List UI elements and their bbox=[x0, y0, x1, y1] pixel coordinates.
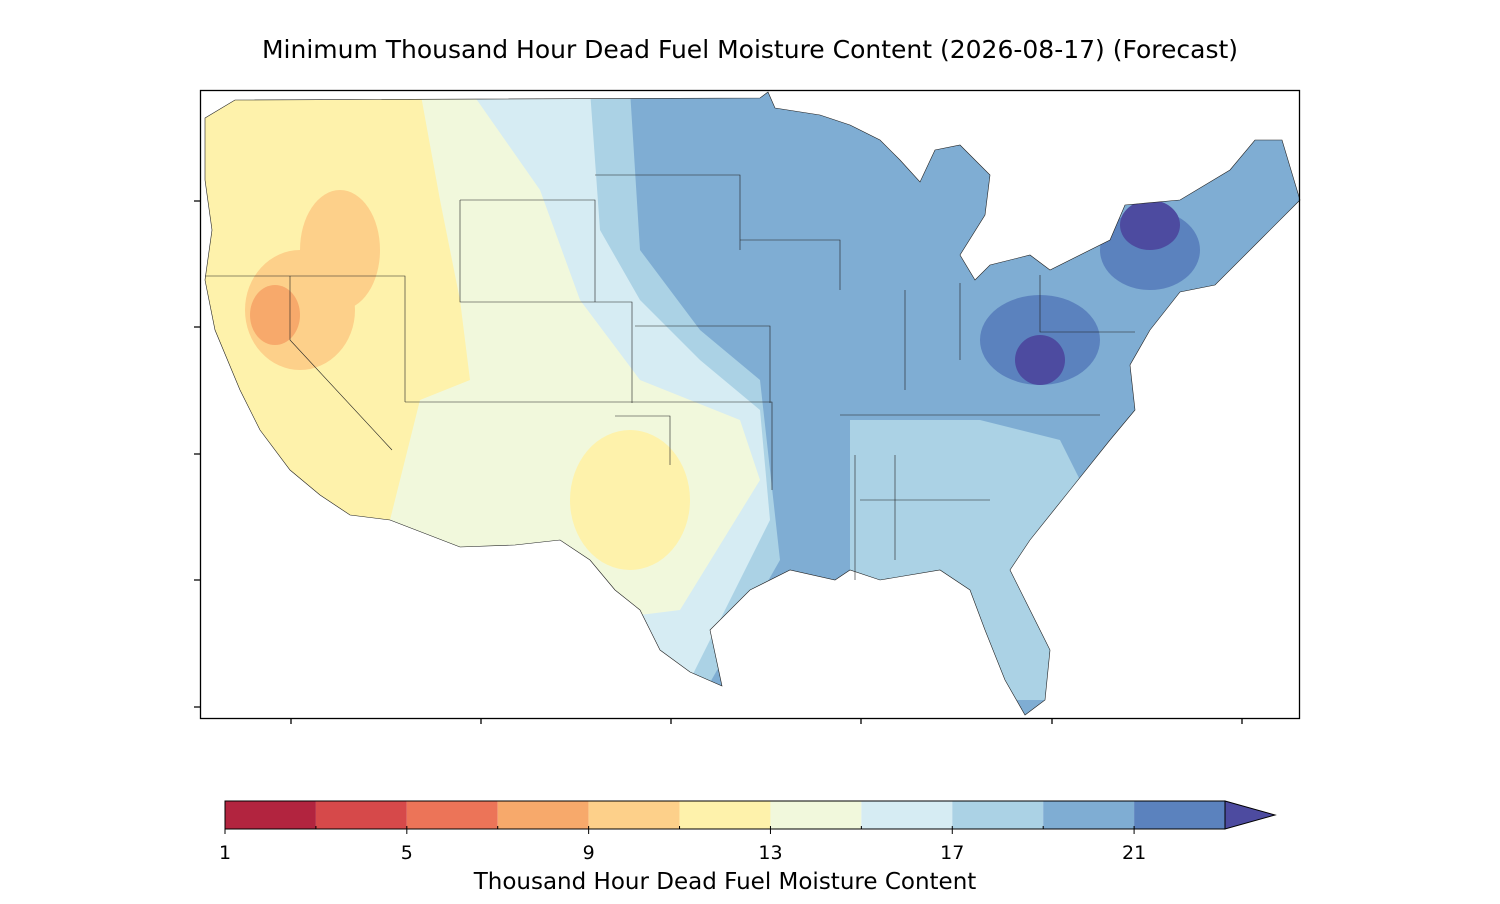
extend-arrow bbox=[1224, 800, 1277, 830]
map-fill bbox=[205, 92, 1300, 715]
tick-label: 13 bbox=[758, 842, 782, 864]
colorbar-label: Thousand Hour Dead Fuel Moisture Content bbox=[473, 869, 977, 895]
color-bin bbox=[1043, 801, 1135, 829]
title: Minimum Thousand Hour Dead Fuel Moisture… bbox=[262, 35, 1238, 64]
colorbar-frame bbox=[224, 800, 1226, 830]
color-bin bbox=[770, 801, 862, 829]
tick-label: 21 bbox=[1122, 842, 1146, 864]
map-frame bbox=[194, 89, 1301, 724]
color-bin bbox=[315, 801, 407, 829]
color-bin bbox=[679, 801, 771, 829]
color-bin bbox=[588, 801, 680, 829]
color-bin bbox=[861, 801, 953, 829]
color-bin bbox=[497, 801, 589, 829]
color-bin bbox=[1134, 801, 1225, 829]
tick-label: 9 bbox=[583, 842, 595, 864]
color-bin bbox=[225, 801, 316, 829]
color-bin bbox=[952, 801, 1044, 829]
tick-label: 1 bbox=[219, 842, 231, 864]
color-bin bbox=[406, 801, 498, 829]
tick-label: 17 bbox=[940, 842, 964, 864]
colorbar: 1 5 9 13 17 21 Thousand Hour Dead Fuel Moistur… bbox=[219, 800, 1277, 895]
state-borders bbox=[204, 91, 1301, 716]
tick-label: 5 bbox=[401, 842, 413, 864]
